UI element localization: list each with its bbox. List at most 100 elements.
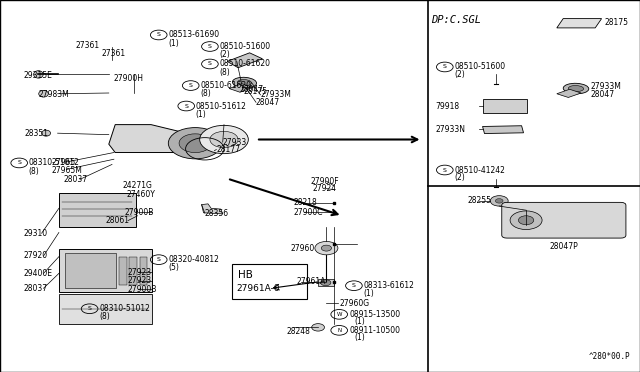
Text: 28037: 28037 (64, 175, 88, 184)
Text: 27933M: 27933M (260, 90, 291, 99)
Circle shape (510, 211, 542, 230)
Text: 27960: 27960 (291, 244, 315, 253)
Text: S: S (184, 103, 188, 109)
Ellipse shape (232, 77, 257, 88)
Text: (2): (2) (454, 173, 465, 182)
Circle shape (168, 128, 222, 159)
Text: 27900B: 27900B (125, 208, 154, 217)
Text: 28061: 28061 (106, 216, 130, 225)
Bar (59, 249, 152, 292)
Text: 27923: 27923 (128, 268, 152, 277)
Bar (483, 99, 527, 113)
Text: 28351: 28351 (24, 129, 49, 138)
Text: 27961A-0: 27961A-0 (237, 284, 280, 293)
Text: 08510-61620: 08510-61620 (200, 81, 252, 90)
Polygon shape (109, 125, 186, 153)
Text: W: W (337, 312, 342, 317)
Text: 24271G: 24271G (123, 181, 153, 190)
Circle shape (495, 199, 503, 203)
Bar (59, 193, 136, 227)
Text: S: S (443, 167, 447, 173)
Bar (59, 294, 152, 324)
Text: 27900C: 27900C (293, 208, 323, 217)
Text: 08510-51600: 08510-51600 (454, 62, 506, 71)
Text: 27900H: 27900H (114, 74, 144, 83)
Polygon shape (483, 126, 524, 134)
Text: S: S (157, 257, 161, 262)
Text: ^280*00.P: ^280*00.P (589, 352, 630, 361)
Ellipse shape (563, 83, 589, 94)
Text: 28047P: 28047P (549, 242, 578, 251)
Text: (8): (8) (99, 312, 110, 321)
Text: (8): (8) (29, 167, 40, 176)
Polygon shape (227, 53, 262, 68)
Bar (129, 257, 137, 285)
Text: 08510-61620: 08510-61620 (220, 60, 271, 68)
Polygon shape (557, 19, 602, 28)
Text: 27920: 27920 (23, 251, 47, 260)
Text: 27933M: 27933M (591, 82, 621, 91)
Ellipse shape (34, 71, 43, 78)
Text: 28255: 28255 (467, 196, 492, 205)
Polygon shape (557, 89, 581, 97)
Text: 28175: 28175 (243, 87, 268, 96)
Bar (140, 257, 147, 285)
Circle shape (321, 245, 332, 251)
Text: S: S (352, 283, 356, 288)
Text: 27923: 27923 (128, 276, 152, 285)
Text: (1): (1) (354, 333, 365, 342)
Text: (1): (1) (364, 289, 374, 298)
Circle shape (518, 216, 534, 225)
Text: (1): (1) (168, 39, 179, 48)
Text: (1): (1) (196, 110, 207, 119)
Text: 79918: 79918 (435, 102, 460, 110)
Bar (232, 264, 307, 299)
Text: 08911-10500: 08911-10500 (349, 326, 401, 335)
Text: 29400E: 29400E (23, 269, 52, 278)
Text: 08510-51600: 08510-51600 (220, 42, 271, 51)
Text: S: S (17, 160, 21, 166)
Text: HB: HB (238, 270, 253, 280)
Text: 08510-51612: 08510-51612 (196, 102, 246, 110)
Text: S: S (208, 44, 212, 49)
Text: 28177: 28177 (216, 145, 241, 154)
Circle shape (179, 134, 211, 153)
Text: 28175: 28175 (605, 18, 628, 27)
Polygon shape (229, 84, 253, 92)
Text: 27933N: 27933N (435, 125, 465, 134)
Bar (65, 253, 116, 288)
Text: 08915-13500: 08915-13500 (349, 310, 401, 319)
Text: 27983M: 27983M (38, 90, 69, 99)
Circle shape (210, 131, 238, 148)
Text: 27961A: 27961A (296, 277, 326, 286)
Text: 29315E: 29315E (23, 71, 52, 80)
Text: 08510-41242: 08510-41242 (454, 166, 505, 174)
Text: 27933: 27933 (223, 138, 247, 147)
Bar (119, 257, 127, 285)
Bar (318, 279, 334, 286)
Text: 27361: 27361 (101, 49, 125, 58)
Text: (8): (8) (200, 89, 211, 98)
Polygon shape (202, 204, 223, 214)
Text: (2): (2) (454, 70, 465, 79)
Text: 28356: 28356 (205, 209, 229, 218)
Ellipse shape (42, 130, 51, 136)
Text: 27960G: 27960G (339, 299, 369, 308)
Circle shape (321, 280, 331, 286)
Text: S: S (88, 306, 92, 311)
Ellipse shape (237, 80, 252, 86)
Text: N: N (337, 328, 341, 333)
Text: 27900B: 27900B (128, 285, 157, 294)
Text: 28047: 28047 (591, 90, 615, 99)
FancyBboxPatch shape (502, 202, 626, 238)
Text: 08320-40812: 08320-40812 (168, 255, 219, 264)
Text: 27965: 27965 (52, 158, 76, 167)
Text: (2): (2) (220, 50, 230, 59)
Text: 08513-61690: 08513-61690 (168, 31, 220, 39)
Text: 27965M: 27965M (52, 166, 83, 175)
Text: S: S (189, 83, 193, 88)
Text: S: S (208, 61, 212, 67)
Text: 08310-51012: 08310-51012 (29, 158, 79, 167)
Text: 27924: 27924 (312, 184, 337, 193)
Text: 27900F: 27900F (310, 177, 339, 186)
